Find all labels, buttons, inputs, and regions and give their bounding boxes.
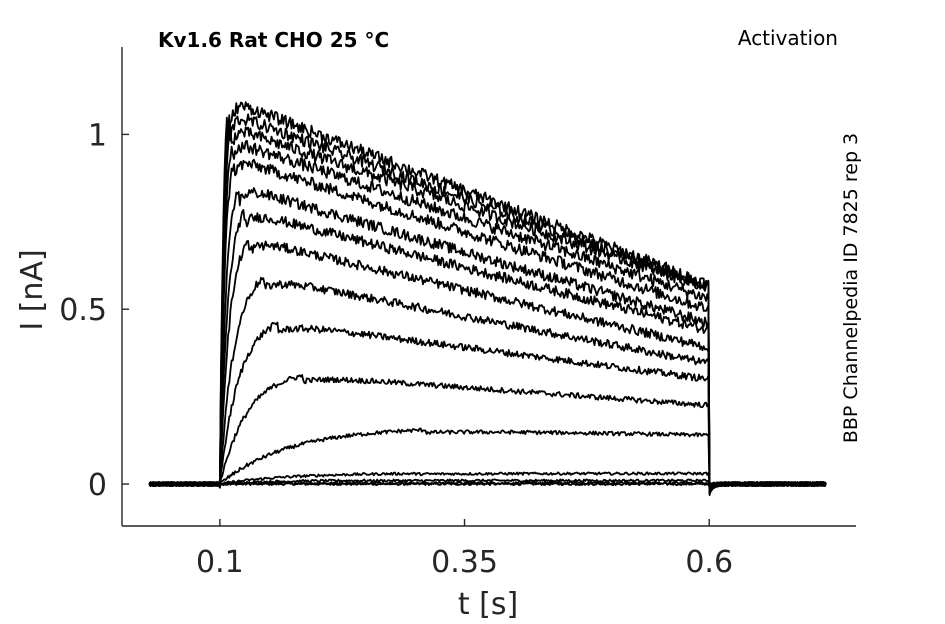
x-axis-label: t [s]	[458, 587, 518, 622]
y-tick-label: 0.5	[59, 293, 107, 328]
y-tick-label: 0	[88, 468, 107, 503]
current-trace-14	[148, 126, 827, 497]
current-trace-15	[148, 113, 827, 495]
y-axis-label: I [nA]	[15, 249, 50, 330]
x-tick-label: 0.1	[196, 545, 244, 580]
x-tick-label: 0.6	[685, 545, 733, 580]
chart-title: Kv1.6 Rat CHO 25 °C	[158, 28, 389, 52]
source-label: BBP Channelpedia ID 7825 rep 3	[840, 133, 862, 443]
current-traces	[148, 101, 827, 497]
axes	[121, 47, 856, 527]
protocol-label: Activation	[738, 26, 838, 50]
y-ticks: 00.51	[59, 118, 129, 503]
x-tick-label: 0.35	[431, 545, 498, 580]
current-trace-16	[148, 101, 827, 494]
current-trace-8	[148, 276, 827, 491]
current-trace-11	[149, 187, 827, 493]
current-trace-6	[148, 374, 826, 490]
y-tick-label: 1	[88, 118, 107, 153]
x-ticks: 0.1 0.35 0.6	[196, 519, 733, 580]
current-trace-7	[148, 321, 827, 491]
current-trace-2	[148, 480, 827, 489]
